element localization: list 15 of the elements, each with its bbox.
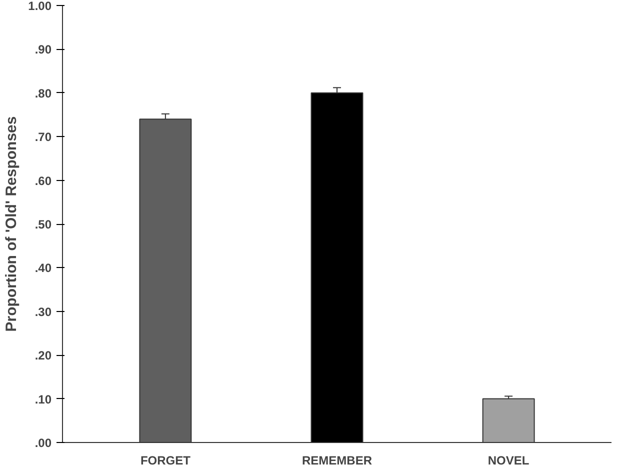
y-tick-label: .80 [34, 86, 52, 100]
y-tick-label: .50 [34, 218, 52, 232]
y-axis-title: Proportion of 'Old' Responses [3, 116, 20, 332]
y-tick-label: .40 [34, 261, 52, 276]
x-tick-label: FORGET [140, 454, 192, 468]
y-tick-label: .90 [34, 42, 52, 57]
x-tick-label: REMEMBER [302, 454, 372, 468]
y-tick-label: .20 [34, 348, 52, 363]
y-tick-label: 1.00 [28, 0, 52, 13]
y-tick-label: .10 [34, 392, 52, 406]
y-tick-label: .30 [34, 304, 52, 319]
x-tick-label: NOVEL [488, 454, 530, 468]
y-tick-label: .00 [34, 436, 52, 450]
y-tick-label: .70 [34, 130, 52, 144]
y-tick-label: .60 [34, 174, 52, 188]
